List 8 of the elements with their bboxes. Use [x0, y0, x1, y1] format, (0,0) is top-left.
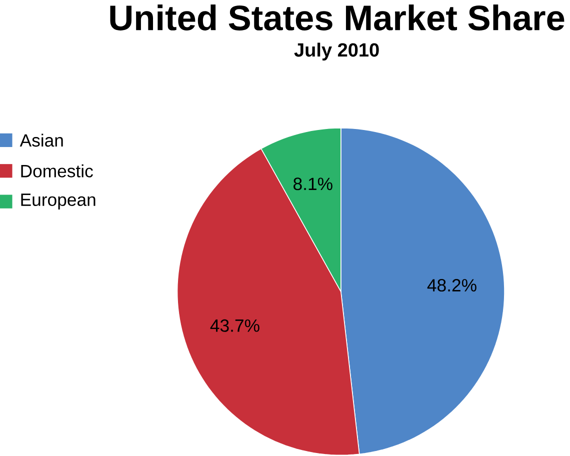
legend-label: Asian — [20, 134, 63, 147]
data-label: 48.2% — [427, 279, 476, 292]
chart-title: United States Market Share — [110, 4, 564, 31]
legend-label: European — [21, 194, 96, 210]
data-label: 8.1% — [294, 178, 332, 190]
legend-label: Domestic — [21, 164, 93, 178]
chart-subtitle: July 2010 — [294, 42, 379, 61]
data-label: 43.7% — [210, 320, 260, 332]
